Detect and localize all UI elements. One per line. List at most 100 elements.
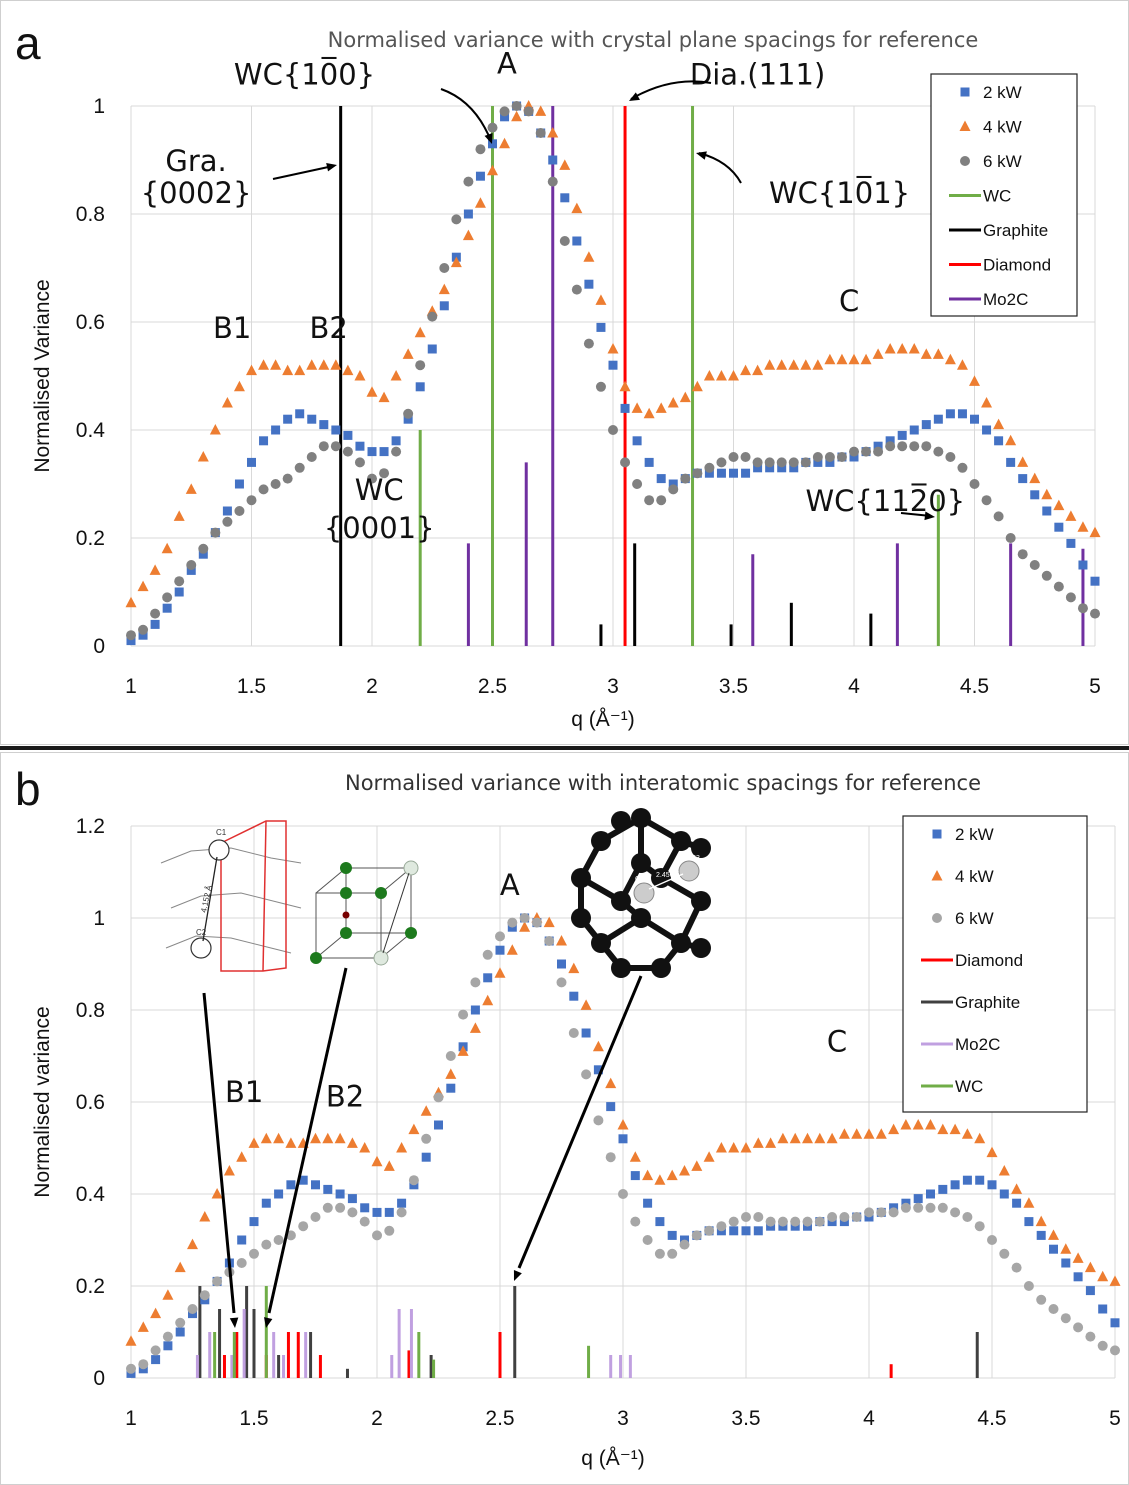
data-point-6kw [150,1345,161,1356]
data-point-4kw [800,359,812,370]
data-point-2kw [581,1028,591,1038]
data-point-2kw [777,463,787,473]
data-point-4kw [187,1238,198,1250]
data-point-2kw [427,344,437,354]
data-point-4kw [580,999,592,1010]
data-point-6kw [753,1212,764,1222]
data-point-2kw [962,1175,972,1185]
data-point-6kw [212,1276,223,1287]
data-point-6kw [556,977,567,988]
data-point-2kw [1036,1230,1046,1240]
data-point-4kw [863,1128,875,1139]
legend-marker-4kw [959,120,971,131]
data-point-4kw [851,1128,863,1139]
data-point-4kw [838,1128,850,1139]
data-point-2kw [163,1341,173,1351]
data-point-2kw [643,1198,653,1208]
data-point-6kw [937,1202,948,1213]
data-point-6kw [138,1359,149,1370]
arrowhead-wc1010 [484,133,493,144]
data-point-6kw [511,101,522,111]
data-point-6kw [458,1009,469,1020]
data-point-2kw [397,1198,407,1208]
data-point-4kw [969,375,980,386]
data-point-6kw [322,1202,333,1213]
data-point-4kw [691,380,703,392]
data-point-2kw [138,630,148,640]
data-point-6kw [632,479,643,489]
data-point-4kw [1077,521,1089,532]
data-point-4kw [125,596,137,608]
data-point-4kw [981,397,993,408]
data-point-4kw [1023,1197,1035,1208]
data-point-6kw [499,106,510,117]
atom-black [651,868,671,888]
data-point-6kw [716,457,727,468]
data-point-4kw [592,1040,604,1052]
panel-b: 0 0.2 0.4 0.6 0.8 1 1.2 1 1.5 2 2.5 3 3.5 4 4.5 5 Normal… [0,752,1129,1485]
legend-label: Mo2C [983,290,1028,309]
legend-label: Diamond [955,951,1023,970]
x-tick-label: 1.5 [237,675,266,698]
data-point-2kw [1006,457,1016,467]
data-point-6kw [1011,1262,1022,1273]
data-point-6kw [945,452,956,462]
data-point-2kw [1061,1258,1071,1268]
annotation-label: WC [355,473,404,507]
annotation-label: B2 [326,1080,364,1114]
annotation-label: B1 [225,1075,263,1109]
data-point-2kw [1042,506,1052,516]
y-tick-label: 0.4 [76,1183,106,1206]
y-tick-label: 0.8 [76,203,105,226]
data-point-4kw [535,105,547,116]
atom-green [340,887,352,899]
data-point-4kw [1060,1243,1072,1254]
data-point-2kw [938,1184,948,1194]
data-point-2kw [162,603,172,613]
data-point-6kw [261,1239,272,1250]
data-point-4kw [875,1128,887,1139]
legend-marker-2kw [960,87,970,97]
legend-marker-4kw [931,870,943,881]
data-point-6kw [258,484,269,495]
arrowhead-inset-graphite [229,1317,239,1328]
data-point-6kw [581,1069,592,1080]
data-point-6kw [740,452,751,462]
annotation-label: C [839,284,859,318]
data-point-6kw [851,1212,862,1222]
chart-a: 0 0.2 0.4 0.6 0.8 1 1 1.5 2 2.5 3 3.5 4 4.5 5 Normalise… [15,17,1101,731]
atom-label: C1 [216,828,227,837]
data-point-4kw [814,1132,826,1144]
data-point-4kw [643,407,655,419]
data-point-4kw [161,542,173,554]
data-point-6kw [354,457,365,468]
data-point-4kw [162,1289,174,1300]
chart-title: Normalised variance with crystal plane s… [328,28,979,52]
data-point-4kw [655,402,667,413]
data-point-6kw [1060,1313,1071,1324]
data-point-2kw [379,447,389,457]
data-point-4kw [445,1068,457,1079]
data-point-4kw [559,159,571,170]
data-point-4kw [925,1119,936,1130]
data-point-2kw [644,457,654,467]
data-point-6kw [126,1363,136,1374]
data-point-4kw [679,1165,690,1176]
data-point-4kw [961,1128,973,1139]
data-point-6kw [656,495,667,506]
data-point-6kw [1048,1304,1059,1314]
data-point-6kw [1041,570,1052,581]
data-point-4kw [937,1123,949,1135]
data-point-6kw [1023,1281,1034,1291]
data-point-4kw [396,1142,408,1153]
data-point-6kw [282,473,293,484]
data-point-4kw [310,1132,321,1144]
legend-label: Diamond [983,256,1051,275]
data-point-2kw [367,447,377,457]
data-point-6kw [888,1207,899,1218]
data-point-4kw [583,251,595,262]
x-tick-label: 3 [617,1407,629,1430]
data-point-2kw [261,1198,271,1208]
data-point-4kw [900,1119,912,1130]
data-point-6kw [210,527,221,538]
